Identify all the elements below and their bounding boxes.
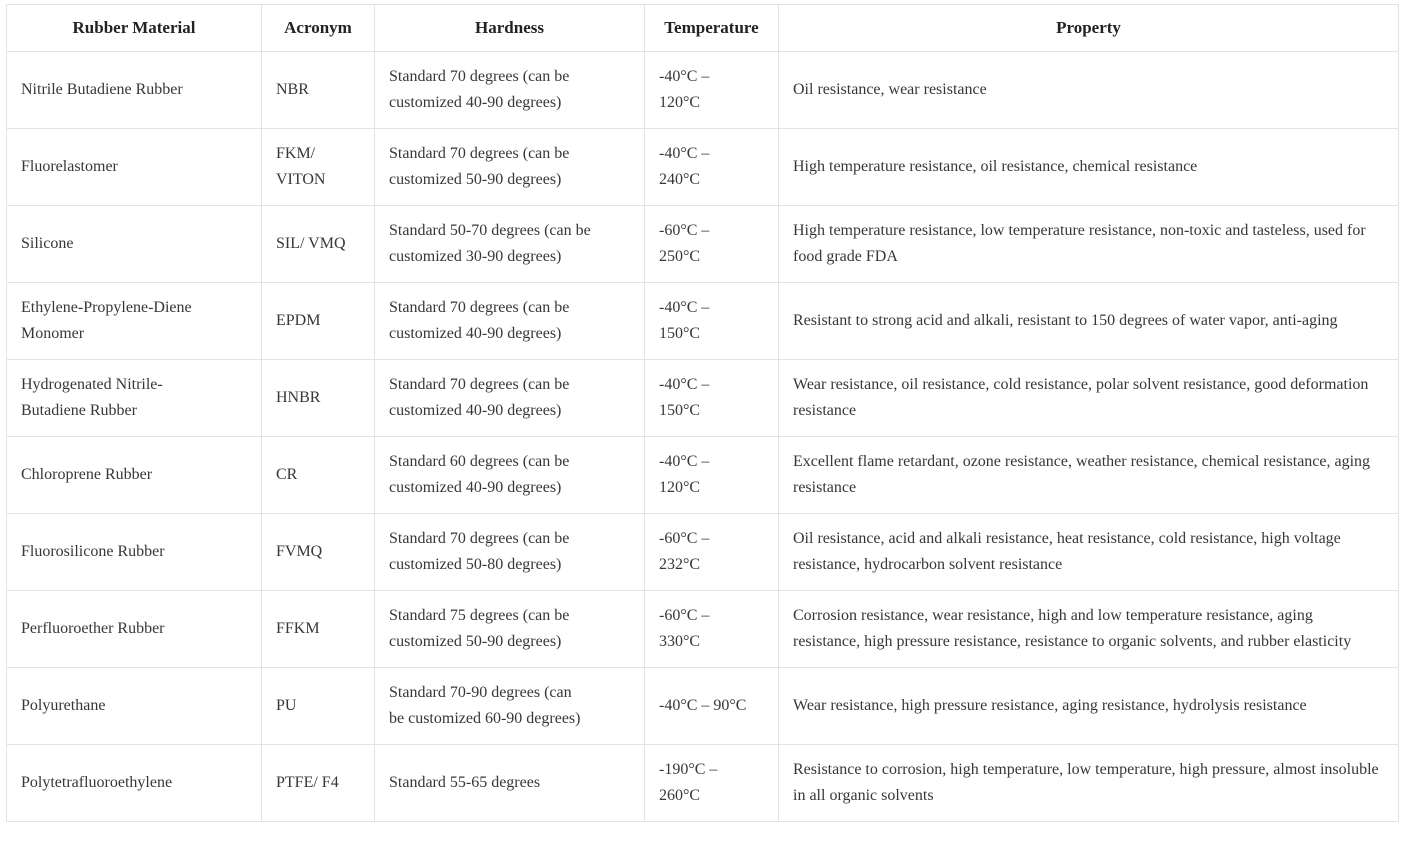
cell-property: Oil resistance, wear resistance <box>778 51 1399 129</box>
cell-acronym: CR <box>261 436 375 514</box>
cell-temperature: -40°C – 90°C <box>644 667 779 745</box>
table-row: Fluorelastomer FKM/ VITON Standard 70 de… <box>6 128 1399 206</box>
cell-property: Resistant to strong acid and alkali, res… <box>778 282 1399 360</box>
cell-material: Ethylene-Propylene-Diene Monomer <box>6 282 262 360</box>
cell-temperature: -60°C – 330°C <box>644 590 779 668</box>
cell-hardness: Standard 55-65 degrees <box>374 744 645 822</box>
cell-temperature: -60°C – 250°C <box>644 205 779 283</box>
table-row: Polyurethane PU Standard 70-90 degrees (… <box>6 667 1399 745</box>
cell-acronym: EPDM <box>261 282 375 360</box>
cell-hardness: Standard 70 degrees (can be customized 4… <box>374 282 645 360</box>
table-row: Ethylene-Propylene-Diene Monomer EPDM St… <box>6 282 1399 360</box>
cell-material: Polytetrafluoroethylene <box>6 744 262 822</box>
cell-hardness: Standard 60 degrees (can be customized 4… <box>374 436 645 514</box>
cell-hardness: Standard 70 degrees (can be customized 5… <box>374 513 645 591</box>
cell-property: Oil resistance, acid and alkali resistan… <box>778 513 1399 591</box>
cell-property: Wear resistance, high pressure resistanc… <box>778 667 1399 745</box>
rubber-materials-table: Rubber Material Acronym Hardness Tempera… <box>6 4 1399 822</box>
cell-hardness: Standard 70 degrees (can be customized 5… <box>374 128 645 206</box>
cell-temperature: -40°C – 150°C <box>644 282 779 360</box>
cell-hardness: Standard 70 degrees (can be customized 4… <box>374 359 645 437</box>
column-header-hardness: Hardness <box>374 4 645 52</box>
cell-acronym: PTFE/ F4 <box>261 744 375 822</box>
cell-temperature: -190°C – 260°C <box>644 744 779 822</box>
cell-material: Nitrile Butadiene Rubber <box>6 51 262 129</box>
cell-material: Polyurethane <box>6 667 262 745</box>
cell-material: Silicone <box>6 205 262 283</box>
cell-property: Resistance to corrosion, high temperatur… <box>778 744 1399 822</box>
cell-temperature: -40°C – 240°C <box>644 128 779 206</box>
cell-acronym: FVMQ <box>261 513 375 591</box>
table-row: Fluorosilicone Rubber FVMQ Standard 70 d… <box>6 513 1399 591</box>
cell-temperature: -60°C – 232°C <box>644 513 779 591</box>
cell-hardness: Standard 50-70 degrees (can be customize… <box>374 205 645 283</box>
cell-acronym: FKM/ VITON <box>261 128 375 206</box>
cell-property: High temperature resistance, oil resista… <box>778 128 1399 206</box>
cell-temperature: -40°C – 150°C <box>644 359 779 437</box>
column-header-property: Property <box>778 4 1399 52</box>
column-header-acronym: Acronym <box>261 4 375 52</box>
cell-hardness: Standard 70 degrees (can be customized 4… <box>374 51 645 129</box>
cell-property: High temperature resistance, low tempera… <box>778 205 1399 283</box>
cell-material: Hydrogenated Nitrile- Butadiene Rubber <box>6 359 262 437</box>
cell-property: Corrosion resistance, wear resistance, h… <box>778 590 1399 668</box>
cell-material: Fluorosilicone Rubber <box>6 513 262 591</box>
table-row: Chloroprene Rubber CR Standard 60 degree… <box>6 436 1399 514</box>
cell-acronym: HNBR <box>261 359 375 437</box>
cell-acronym: PU <box>261 667 375 745</box>
cell-property: Excellent flame retardant, ozone resista… <box>778 436 1399 514</box>
table-row: Perfluoroether Rubber FFKM Standard 75 d… <box>6 590 1399 668</box>
table-row: Polytetrafluoroethylene PTFE/ F4 Standar… <box>6 744 1399 822</box>
cell-acronym: NBR <box>261 51 375 129</box>
cell-material: Fluorelastomer <box>6 128 262 206</box>
column-header-material: Rubber Material <box>6 4 262 52</box>
table-row: Hydrogenated Nitrile- Butadiene Rubber H… <box>6 359 1399 437</box>
cell-hardness: Standard 75 degrees (can be customized 5… <box>374 590 645 668</box>
cell-material: Chloroprene Rubber <box>6 436 262 514</box>
cell-hardness: Standard 70-90 degrees (can be customize… <box>374 667 645 745</box>
cell-acronym: FFKM <box>261 590 375 668</box>
cell-temperature: -40°C – 120°C <box>644 51 779 129</box>
cell-property: Wear resistance, oil resistance, cold re… <box>778 359 1399 437</box>
table-row: Nitrile Butadiene Rubber NBR Standard 70… <box>6 51 1399 129</box>
table-header-row: Rubber Material Acronym Hardness Tempera… <box>6 4 1399 52</box>
cell-acronym: SIL/ VMQ <box>261 205 375 283</box>
cell-material: Perfluoroether Rubber <box>6 590 262 668</box>
cell-temperature: -40°C – 120°C <box>644 436 779 514</box>
column-header-temperature: Temperature <box>644 4 779 52</box>
table-row: Silicone SIL/ VMQ Standard 50-70 degrees… <box>6 205 1399 283</box>
